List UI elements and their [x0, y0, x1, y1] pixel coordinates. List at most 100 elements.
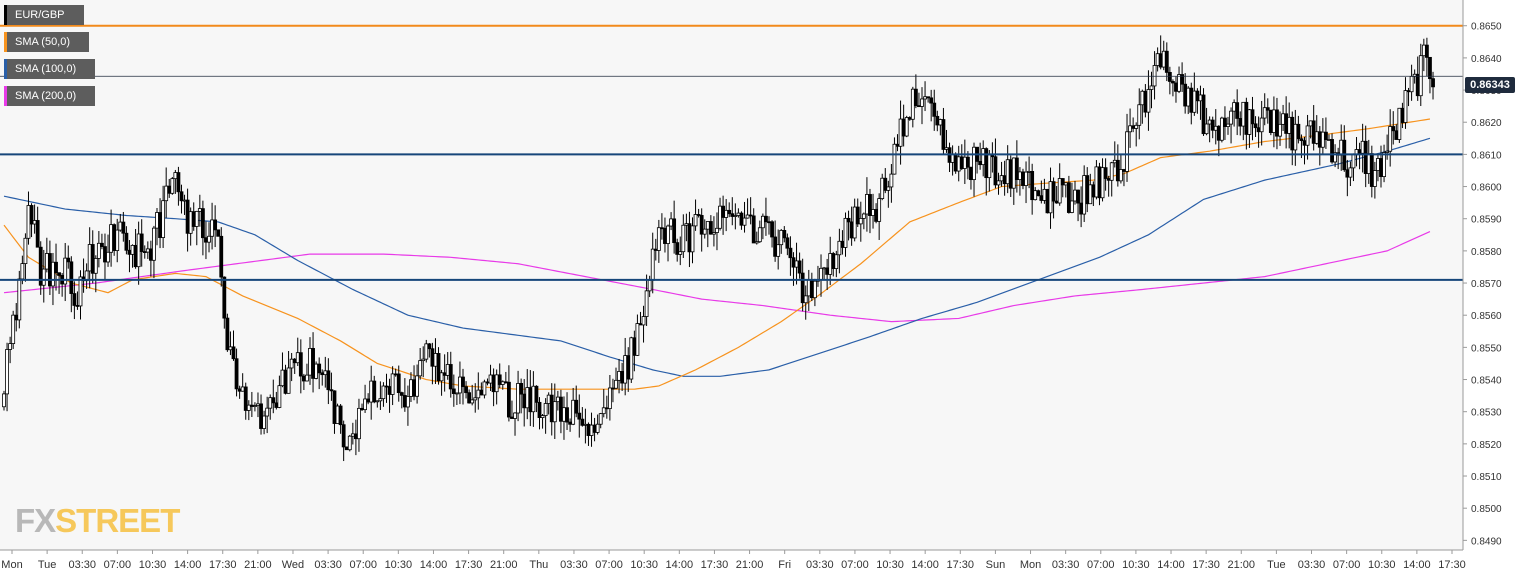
candle-up — [1388, 126, 1393, 152]
x-tick-label: 03:30 — [806, 559, 834, 571]
candle-down — [103, 246, 107, 263]
candle-up — [858, 217, 863, 225]
candle-down — [491, 374, 496, 393]
candle-down — [1045, 188, 1050, 214]
candle-up — [513, 412, 517, 419]
candle-down — [292, 358, 297, 364]
candle-down — [29, 205, 34, 225]
candle-up — [115, 229, 120, 251]
sma50-line — [3, 118, 1431, 390]
x-tick-label: Tue — [1267, 559, 1286, 571]
x-tick-label: 17:30 — [209, 559, 237, 571]
candle-up — [828, 253, 833, 275]
candle-down — [57, 272, 61, 276]
candle-up — [1333, 152, 1337, 163]
x-tick-label: 10:30 — [1368, 559, 1396, 571]
candle-up — [1005, 159, 1010, 185]
candle-up — [715, 227, 719, 233]
candle-up — [1308, 120, 1313, 127]
candle-down — [66, 257, 71, 263]
candle-up — [458, 376, 462, 394]
candle-down — [90, 244, 95, 274]
candle-up — [277, 385, 282, 408]
candle-up — [1112, 159, 1117, 164]
candle-up — [207, 235, 211, 243]
x-tick-label: Tue — [38, 559, 57, 571]
candle-down — [809, 279, 814, 299]
candle-up — [1293, 123, 1298, 151]
legend-sma200[interactable]: SMA (200,0) — [4, 86, 95, 106]
candle-up — [555, 396, 560, 403]
candle-up — [473, 397, 478, 401]
legend-pair[interactable]: EUR/GBP — [4, 5, 84, 25]
candle-down — [329, 389, 334, 392]
candle-down — [430, 348, 435, 367]
x-tick-label: 21:00 — [244, 559, 272, 571]
candle-up — [106, 251, 110, 263]
legend-sma50[interactable]: SMA (50,0) — [4, 32, 89, 52]
candle-up — [1397, 107, 1402, 140]
candle-up — [20, 263, 25, 280]
candle-down — [412, 379, 416, 397]
candle-up — [1320, 131, 1325, 148]
candle-up — [1100, 167, 1105, 199]
candle-up — [155, 212, 159, 229]
candle-down — [1158, 53, 1163, 68]
candle-up — [669, 218, 673, 227]
candle-down — [360, 407, 364, 411]
candle-down — [179, 191, 184, 202]
candle-down — [231, 346, 236, 360]
candle-up — [409, 379, 413, 397]
candle-up — [335, 405, 340, 424]
candle-up — [693, 214, 698, 227]
candle-down — [959, 156, 964, 169]
candle-up — [482, 381, 487, 396]
legend-pair-label: EUR/GBP — [15, 9, 65, 21]
candle-down — [1302, 140, 1307, 146]
candle-up — [1186, 87, 1191, 107]
legend-sma100-label: SMA (100,0) — [15, 63, 77, 75]
candle-up — [678, 251, 683, 255]
candle-up — [1360, 140, 1365, 154]
candle-down — [234, 358, 239, 390]
candle-down — [1039, 195, 1044, 201]
candle-down — [791, 257, 796, 268]
candle-up — [1119, 169, 1123, 182]
candle-up — [540, 415, 545, 419]
candle-up — [757, 227, 762, 243]
candle-up — [803, 295, 808, 304]
candle-down — [522, 393, 527, 409]
candle-down — [935, 115, 940, 126]
candle-down — [1299, 138, 1304, 142]
candle-up — [996, 180, 1001, 186]
candle-down — [1201, 94, 1206, 135]
candle-down — [519, 383, 524, 395]
candle-up — [369, 380, 374, 403]
candle-down — [537, 401, 542, 419]
candle-up — [421, 358, 426, 362]
candle-down — [1290, 116, 1295, 151]
candle-up — [617, 371, 621, 381]
candle-down — [176, 172, 181, 193]
candle-down — [332, 390, 337, 424]
candle-down — [901, 118, 906, 137]
y-tick-label: 0.8650 — [1471, 22, 1502, 33]
candle-up — [666, 225, 670, 244]
candle-up — [228, 346, 233, 351]
candle-down — [237, 388, 242, 392]
x-tick-label: 14:00 — [1403, 559, 1431, 571]
candle-down — [372, 380, 377, 403]
candle-down — [442, 372, 447, 376]
candle-up — [1247, 109, 1252, 135]
y-tick-label: 0.8580 — [1471, 247, 1502, 258]
candle-up — [152, 227, 156, 261]
candle-up — [601, 407, 606, 415]
candle-down — [1131, 125, 1136, 129]
legend-sma100[interactable]: SMA (100,0) — [4, 59, 95, 79]
candle-down — [592, 424, 597, 433]
candle-down — [840, 240, 845, 248]
candle-up — [629, 337, 634, 380]
candle-down — [1369, 153, 1374, 187]
candle-up — [607, 387, 612, 410]
candle-down — [464, 386, 468, 394]
